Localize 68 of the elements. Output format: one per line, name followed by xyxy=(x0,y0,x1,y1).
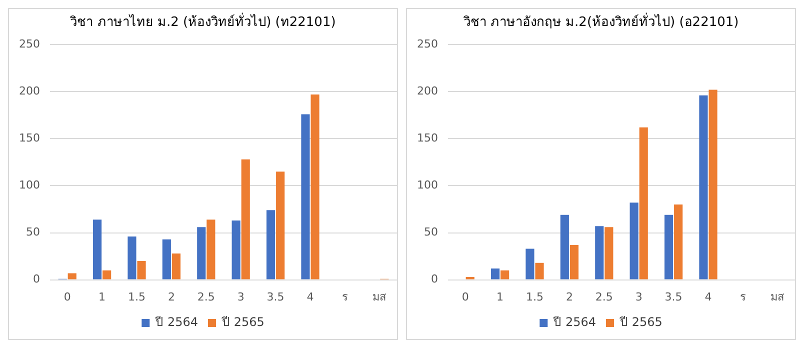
legend-label: ปี 2565 xyxy=(221,315,264,330)
y-tick-label: 50 xyxy=(26,226,40,239)
x-tick-label: มส xyxy=(770,290,785,304)
x-tick-label: 2.5 xyxy=(197,290,215,304)
bar xyxy=(490,268,500,280)
x-tick-label: 3.5 xyxy=(266,290,284,304)
y-tick-label: 0 xyxy=(430,272,438,286)
x-tick-label: 1 xyxy=(98,290,106,304)
bar xyxy=(128,236,136,280)
y-tick-label: 100 xyxy=(416,178,438,192)
y-tick-label: 100 xyxy=(18,178,40,192)
bar xyxy=(699,95,708,280)
bar xyxy=(595,226,604,280)
y-tick-label: 200 xyxy=(18,84,40,98)
x-tick-label: 4 xyxy=(704,290,712,304)
bar xyxy=(206,220,216,280)
bar xyxy=(664,214,674,280)
bar xyxy=(276,172,285,280)
bar xyxy=(604,227,614,280)
bar xyxy=(102,270,112,280)
bar xyxy=(500,270,510,280)
bar xyxy=(310,94,320,280)
x-tick-label: 4 xyxy=(306,290,314,304)
bar xyxy=(68,273,76,280)
bar xyxy=(674,204,683,280)
y-tick-label: 150 xyxy=(18,132,40,145)
x-tick-label: 1.5 xyxy=(128,290,146,304)
x-tick-label: 3 xyxy=(635,290,642,304)
bar xyxy=(266,210,276,280)
chart-title: วิชา ภาษาอังกฤษ ม.2(ห้องวิทย์ทั่วไป) (อ22101) xyxy=(462,13,739,30)
chart-title: วิชา ภาษาไทย ม.2 (ห้องวิทย์ทั่วไป) (ท22101) xyxy=(69,13,336,30)
legend-label: ปี 2564 xyxy=(154,315,198,330)
x-tick-label: 2 xyxy=(168,290,175,304)
bar xyxy=(560,214,569,280)
bar xyxy=(639,127,648,280)
bar xyxy=(162,239,171,280)
bar xyxy=(92,220,102,280)
y-tick-label: 250 xyxy=(18,37,40,50)
bar xyxy=(708,90,718,280)
bar xyxy=(466,276,474,280)
x-tick-label: มส xyxy=(372,290,387,304)
x-tick-label: 0 xyxy=(462,290,469,304)
y-tick-label: 250 xyxy=(416,37,438,50)
x-tick-label: ร xyxy=(740,290,746,304)
y-tick-label: 150 xyxy=(416,132,438,145)
x-tick-label: 0 xyxy=(64,290,71,304)
legend-label: ปี 2565 xyxy=(619,315,662,330)
y-tick-label: 50 xyxy=(424,226,438,239)
legend-label: ปี 2564 xyxy=(552,315,596,330)
x-tick-label: 3 xyxy=(237,290,244,304)
bar xyxy=(137,260,146,280)
bar xyxy=(232,220,240,280)
bar xyxy=(301,114,310,280)
bar xyxy=(570,244,579,280)
bar xyxy=(526,248,534,280)
bar xyxy=(197,227,206,280)
x-tick-label: 1 xyxy=(496,290,504,304)
bar xyxy=(172,253,181,280)
x-tick-label: 2.5 xyxy=(595,290,613,304)
x-tick-label: ร xyxy=(342,290,348,304)
x-tick-label: 1.5 xyxy=(526,290,544,304)
x-tick-label: 2 xyxy=(566,290,573,304)
y-tick-label: 200 xyxy=(416,84,438,98)
bar xyxy=(535,262,544,280)
x-tick-label: 3.5 xyxy=(664,290,682,304)
y-tick-label: 0 xyxy=(32,272,40,286)
bar xyxy=(630,202,638,280)
bar xyxy=(241,159,250,280)
